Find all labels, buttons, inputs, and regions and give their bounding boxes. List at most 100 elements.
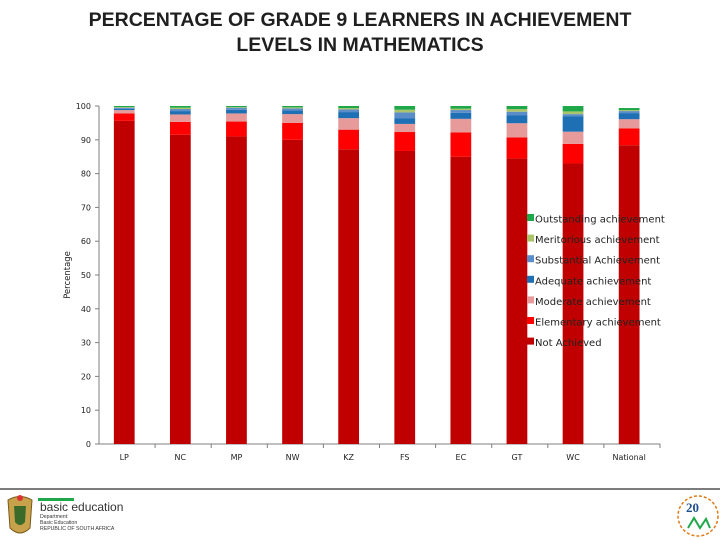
- bar-segment: [338, 106, 360, 109]
- x-tick-label: EC: [456, 453, 467, 462]
- logo-bar-icon: [38, 498, 74, 501]
- bar-segment: [226, 109, 247, 114]
- bar-segment: [113, 113, 135, 121]
- bar-segment: [562, 106, 584, 112]
- logo-text: basic education: [40, 500, 123, 514]
- bar-segment: [562, 131, 584, 144]
- bar-segment: [506, 137, 528, 159]
- chart-title-line-2: LEVELS IN MATHEMATICS: [236, 34, 484, 56]
- legend-swatch: [527, 255, 534, 263]
- bar-segment: [562, 114, 584, 117]
- legend-swatch: [527, 275, 534, 283]
- legend-label: Elementary achievement: [535, 318, 661, 329]
- bar-segment: [338, 149, 360, 444]
- x-tick-label: FS: [400, 453, 410, 462]
- bar-segment: [113, 107, 135, 109]
- logo-line-1: Department:: [40, 514, 69, 520]
- x-tick-label: MP: [231, 453, 243, 462]
- bar-segment: [169, 121, 191, 135]
- y-tick-label: 0: [86, 440, 91, 449]
- bar-segment: [282, 106, 303, 108]
- bar-segment: [394, 106, 416, 110]
- bar-segment: [450, 156, 472, 444]
- y-tick-label: 40: [81, 305, 91, 314]
- bar-segment: [113, 108, 135, 111]
- y-tick-label: 50: [81, 271, 91, 280]
- legend-swatch: [527, 234, 534, 242]
- bar-segment: [226, 121, 247, 137]
- chart-title: PERCENTAGE OF GRADE 9 LEARNERS IN ACHIEV…: [0, 8, 720, 58]
- y-tick-label: 90: [81, 136, 91, 145]
- bar-segment: [226, 107, 247, 110]
- bar-segment: [338, 109, 360, 113]
- y-tick-label: 100: [76, 102, 91, 111]
- bar-segment: [618, 108, 640, 111]
- bar-segment: [113, 120, 135, 444]
- bar-segment: [338, 129, 360, 150]
- bar-segment: [282, 139, 303, 445]
- bar-segment: [338, 112, 360, 119]
- bar-segment: [506, 158, 528, 444]
- bar-segment: [450, 106, 472, 109]
- bar-segment: [618, 145, 640, 444]
- anniversary-badge-icon: 20: [677, 495, 719, 537]
- bar-segment: [282, 107, 303, 109]
- x-tick-label: KZ: [343, 453, 354, 462]
- logo-line-3: REPUBLIC OF SOUTH AFRICA: [40, 526, 115, 532]
- bar-segment: [618, 128, 640, 146]
- bar-segment: [394, 132, 416, 151]
- bar-segment: [169, 109, 191, 112]
- bar-segment: [113, 106, 135, 108]
- bar-segment: [226, 113, 247, 122]
- bar-segment: [618, 111, 640, 114]
- bar-segment: [282, 114, 303, 123]
- bar-segment: [226, 136, 247, 445]
- bar-segment: [394, 123, 416, 133]
- y-tick-label: 70: [81, 203, 91, 212]
- bar-segment: [113, 107, 135, 108]
- bar-segment: [169, 106, 191, 108]
- y-tick-label: 60: [81, 237, 91, 246]
- x-tick-label: NW: [286, 453, 300, 462]
- bar-segment: [394, 150, 416, 445]
- bar-segment: [169, 111, 191, 115]
- bar-segment: [506, 109, 528, 112]
- x-tick-label: GT: [512, 453, 523, 462]
- bar-segment: [450, 110, 472, 113]
- bar-segment: [506, 106, 528, 110]
- bar-segment: [394, 112, 416, 119]
- y-tick-label: 30: [81, 339, 91, 348]
- legend-swatch: [527, 317, 534, 324]
- bar-segment: [562, 111, 584, 115]
- bar-segment: [450, 132, 472, 157]
- legend-swatch: [527, 337, 534, 345]
- legend-label: Adequate achievement: [535, 276, 651, 287]
- bar-segment: [450, 118, 472, 133]
- bar-segment: [450, 108, 472, 111]
- legend-label: Not Achieved: [535, 338, 602, 349]
- basic-education-logo: basic education Department: Basic Educat…: [38, 498, 123, 532]
- y-tick-label: 80: [81, 170, 91, 179]
- bar-segment: [562, 163, 584, 444]
- bar-segment: [338, 118, 360, 130]
- bar-segment: [562, 116, 584, 132]
- legend-swatch: [527, 214, 534, 221]
- bar-segment: [226, 107, 247, 108]
- y-tick-label: 20: [81, 372, 91, 381]
- bar-segment: [169, 107, 191, 110]
- bar-segment: [169, 114, 191, 122]
- x-tick-label: National: [612, 453, 645, 462]
- bar-segment: [113, 110, 135, 114]
- bar-segment: [282, 110, 303, 115]
- y-tick-label: 10: [81, 406, 91, 415]
- bar-segment: [282, 122, 303, 140]
- bar-segment: [338, 108, 360, 110]
- x-tick-label: LP: [120, 453, 129, 462]
- bar-segment: [394, 109, 416, 113]
- bar-segment: [618, 119, 640, 129]
- legend-label: Substantial Achievement: [535, 256, 660, 267]
- bar-segment: [506, 111, 528, 116]
- y-axis-title: Percentage: [63, 251, 73, 299]
